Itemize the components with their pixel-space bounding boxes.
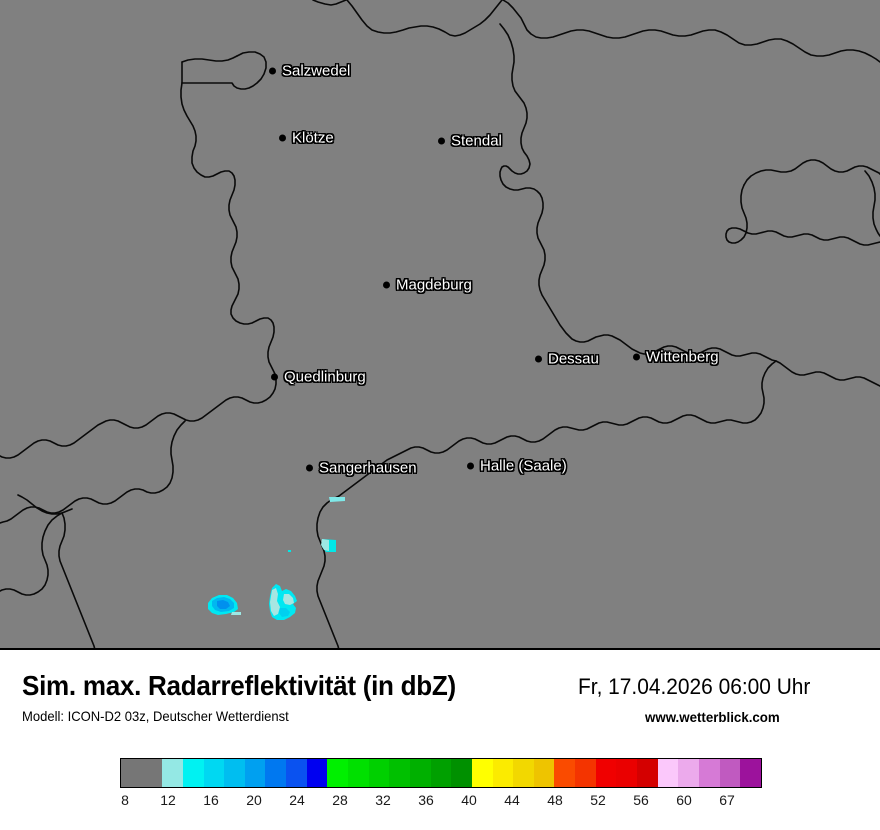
city-dot-icon: [271, 373, 278, 381]
colorbar-segment: [595, 759, 617, 787]
site-url-text: www.wetterblick.com: [645, 709, 780, 725]
city-marker-dessau[interactable]: Dessau: [535, 351, 599, 368]
city-marker-stendal[interactable]: Stendal: [438, 133, 502, 150]
colorbar-segment: [533, 759, 555, 787]
colorbar-segment: [451, 759, 472, 787]
colorbar-segment: [657, 759, 679, 787]
colorbar-segment: [637, 759, 658, 787]
colorbar-segment: [141, 759, 163, 787]
colorbar-tick: 8: [121, 792, 129, 808]
city-marker-kloetze[interactable]: Klötze: [279, 130, 334, 147]
city-dot-icon: [383, 281, 390, 289]
colorbar-segment: [368, 759, 390, 787]
city-label: Salzwedel: [282, 62, 351, 80]
radar-echo-layer: [208, 497, 345, 620]
city-dot-icon: [306, 464, 313, 472]
city-dot-icon: [279, 134, 286, 142]
city-dot-icon: [535, 355, 542, 363]
colorbar-tick: 67: [719, 792, 735, 808]
city-dot-icon: [633, 353, 640, 361]
page-title: Sim. max. Radarreflektivität (in dbZ): [22, 670, 456, 701]
colorbar-segment: [430, 759, 452, 787]
colorbar-tick: 48: [547, 792, 563, 808]
city-label: Dessau: [548, 350, 599, 368]
colorbar-tick: 60: [676, 792, 692, 808]
map-panel[interactable]: Salzwedel Klötze Stendal Magdeburg Dessa…: [0, 0, 880, 650]
city-label: Sangerhausen: [319, 459, 417, 477]
city-label: Halle (Saale): [480, 457, 567, 475]
map-graphic: [0, 0, 880, 650]
colorbar-tick: 44: [504, 792, 520, 808]
colorbar-segment: [182, 759, 204, 787]
colorbar-segment: [513, 759, 534, 787]
colorbar-segment: [698, 759, 720, 787]
colorbar-tick: 40: [461, 792, 477, 808]
colorbar-segment: [348, 759, 369, 787]
colorbar-tick: 12: [160, 792, 176, 808]
city-dot-icon: [269, 67, 276, 75]
colorbar-segment: [409, 759, 431, 787]
colorbar-segment: [224, 759, 245, 787]
colorbar-tick: 36: [418, 792, 434, 808]
colorbar-tick: 24: [289, 792, 305, 808]
colorbar-segment: [719, 759, 741, 787]
colorbar-segment: [306, 759, 328, 787]
city-label: Wittenberg: [646, 348, 719, 366]
colorbar-segment: [203, 759, 225, 787]
city-marker-sangerhausen[interactable]: Sangerhausen: [306, 460, 417, 477]
colorbar-tick: 28: [332, 792, 348, 808]
valid-time-text: Fr, 17.04.2026 06:00 Uhr: [578, 674, 811, 699]
colorbar-segment: [575, 759, 596, 787]
colorbar-segment: [554, 759, 576, 787]
colorbar-segment: [492, 759, 514, 787]
caption-block: Sim. max. Radarreflektivität (in dbZ) Mo…: [0, 650, 880, 740]
city-label: Klötze: [292, 129, 334, 147]
colorbar: [120, 758, 762, 788]
city-dot-icon: [467, 462, 474, 470]
city-marker-wittenberg[interactable]: Wittenberg: [633, 349, 719, 366]
colorbar-segment: [471, 759, 493, 787]
city-marker-halle-saale[interactable]: Halle (Saale): [467, 458, 567, 475]
model-subtitle: Modell: ICON-D2 03z, Deutscher Wetterdie…: [22, 708, 289, 724]
city-marker-magdeburg[interactable]: Magdeburg: [383, 277, 472, 294]
colorbar-segment: [678, 759, 699, 787]
colorbar-tick-labels: 8 12 16 20 24 28 32 36 40 44 48 52 56 60 67: [120, 792, 763, 814]
colorbar-block: 8 12 16 20 24 28 32 36 40 44 48 52 56 60 67: [0, 740, 880, 830]
colorbar-segment: [286, 759, 307, 787]
colorbar-segment: [244, 759, 266, 787]
city-marker-quedlinburg[interactable]: Quedlinburg: [271, 369, 366, 386]
colorbar-segment: [265, 759, 287, 787]
city-label: Magdeburg: [396, 276, 472, 294]
state-borders: [0, 0, 880, 650]
colorbar-tick: 20: [246, 792, 262, 808]
colorbar-segment: [389, 759, 410, 787]
colorbar-tick: 16: [203, 792, 219, 808]
city-dot-icon: [438, 137, 445, 145]
colorbar-segment: [121, 759, 142, 787]
colorbar-segment: [327, 759, 349, 787]
city-label: Quedlinburg: [284, 368, 366, 386]
map-bottom-divider: [0, 648, 880, 650]
colorbar-segment: [162, 759, 183, 787]
colorbar-tick: 56: [633, 792, 649, 808]
colorbar-segment: [740, 759, 761, 787]
city-label: Stendal: [451, 132, 502, 150]
colorbar-tick: 32: [375, 792, 391, 808]
colorbar-tick: 52: [590, 792, 606, 808]
colorbar-segment: [616, 759, 638, 787]
city-marker-salzwedel[interactable]: Salzwedel: [269, 63, 350, 80]
